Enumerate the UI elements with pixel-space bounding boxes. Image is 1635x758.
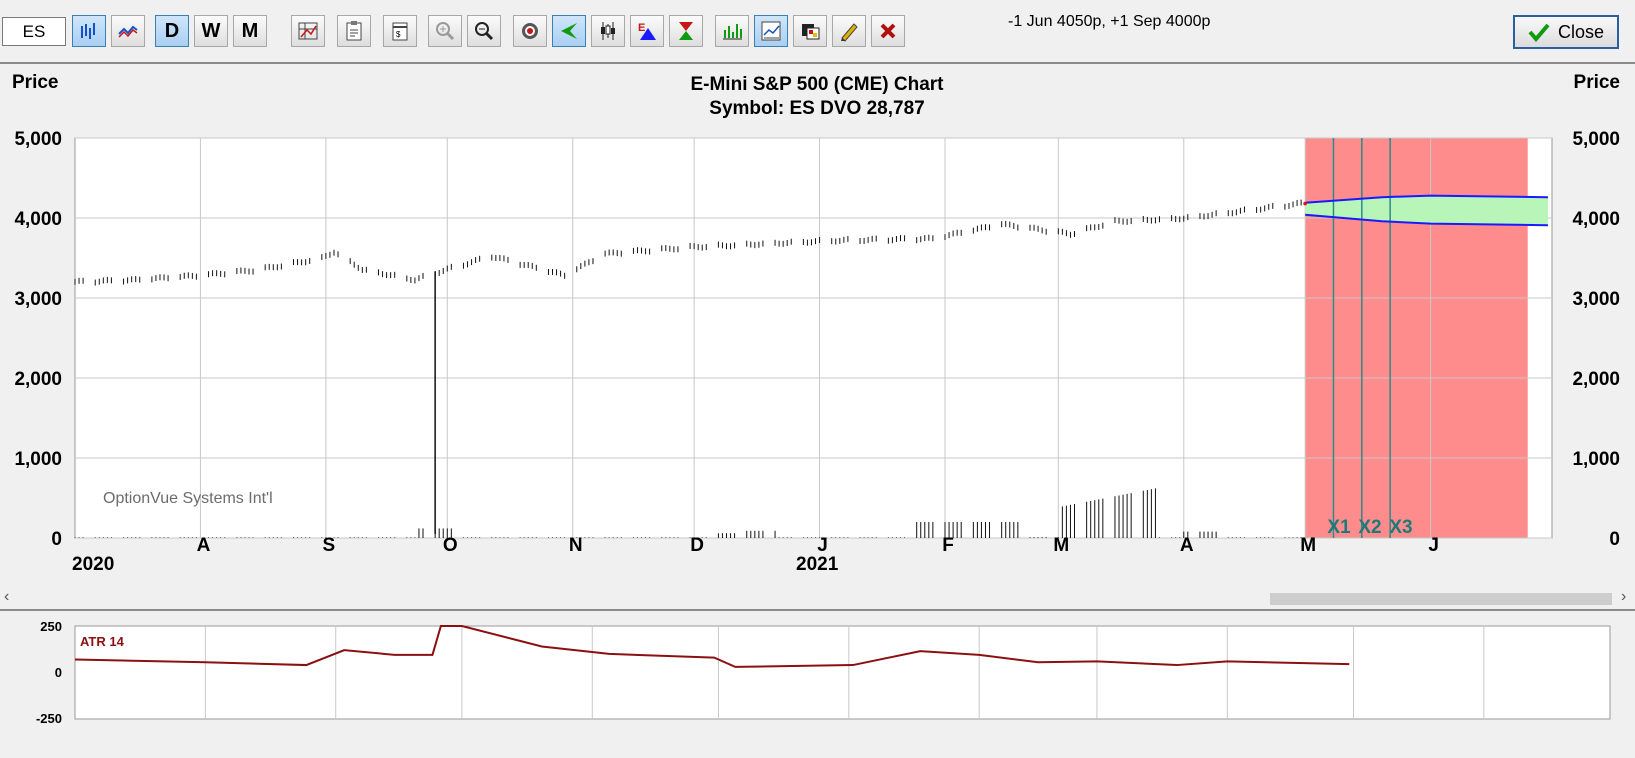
last-price-dot bbox=[1303, 201, 1307, 206]
weekly-button[interactable]: W bbox=[194, 15, 228, 47]
left-axis-label: Price bbox=[12, 72, 58, 93]
earnings-button[interactable]: E bbox=[630, 15, 664, 47]
scroll-thumb[interactable] bbox=[1270, 593, 1612, 605]
bar-chart-icon bbox=[81, 23, 95, 39]
atr-chart: ATR 14 250 0 -250 bbox=[36, 619, 1611, 724]
candlestick-button[interactable] bbox=[591, 15, 625, 47]
atr-series-layer bbox=[74, 625, 1485, 719]
symbol-input[interactable] bbox=[2, 17, 66, 46]
upper-band-line bbox=[1305, 194, 1548, 204]
price-chart: E-Mini S&P 500 (CME) Chart Symbol: ES DV… bbox=[12, 72, 1620, 575]
table-chart-icon bbox=[298, 22, 318, 40]
x-tick-label: M bbox=[1053, 535, 1069, 556]
zoom-out-button[interactable] bbox=[467, 15, 501, 47]
close-button[interactable]: Close bbox=[1513, 15, 1619, 49]
pane-divider[interactable] bbox=[0, 609, 1635, 611]
zoom-out-icon bbox=[475, 22, 494, 41]
atr-plot-area[interactable] bbox=[74, 625, 1611, 720]
hourglass-icon bbox=[679, 22, 693, 40]
zoom-in-button[interactable] bbox=[428, 15, 462, 47]
clipboard-button[interactable] bbox=[337, 15, 371, 47]
green-arrow-icon bbox=[561, 23, 577, 39]
chart-scrollbar[interactable]: ‹ › bbox=[0, 587, 1635, 609]
color-settings-button[interactable] bbox=[793, 15, 827, 47]
watermark-text: OptionVue Systems Int'l bbox=[103, 490, 273, 507]
expiration-marker-x3[interactable]: X3 bbox=[1389, 517, 1412, 538]
price-series-layer: 5,000 5,000 4,000 4,000 3,000 3,000 2,000 2,000… bbox=[14, 129, 1620, 556]
y-tick-label-left: 0 bbox=[51, 529, 62, 550]
earnings-icon: E bbox=[638, 22, 656, 40]
indicator-button[interactable] bbox=[754, 15, 788, 47]
draw-button[interactable] bbox=[832, 15, 866, 47]
y-tick-label-left: 4,000 bbox=[14, 209, 62, 230]
volume-bars-icon bbox=[723, 24, 742, 40]
y-tick-label-right: 5,000 bbox=[1572, 129, 1620, 150]
chart-title: E-Mini S&P 500 (CME) Chart bbox=[690, 74, 944, 95]
x-tick-label: A bbox=[197, 535, 211, 556]
line-chart-icon bbox=[118, 25, 138, 38]
clipboard-icon bbox=[346, 21, 362, 41]
y-tick-label-left: 2,000 bbox=[14, 369, 62, 390]
y-tick-label-left: 3,000 bbox=[14, 289, 62, 310]
candlestick-icon bbox=[601, 22, 615, 40]
scroll-right-icon[interactable]: › bbox=[1621, 588, 1627, 605]
close-x-icon bbox=[880, 23, 896, 39]
x-tick-label: J bbox=[817, 535, 828, 556]
expiration-marker-x2[interactable]: X2 bbox=[1358, 517, 1381, 538]
atr-tick-bottom: -250 bbox=[36, 711, 62, 724]
indicator-chart-icon bbox=[761, 21, 781, 41]
svg-text:E: E bbox=[638, 22, 645, 34]
x-tick-label: N bbox=[569, 535, 583, 556]
atr-label: ATR 14 bbox=[80, 634, 125, 649]
atr-tick-top: 250 bbox=[40, 619, 62, 634]
y-tick-label-right: 4,000 bbox=[1572, 209, 1620, 230]
profit-zone bbox=[1305, 195, 1548, 226]
x-tick-label: M bbox=[1300, 535, 1316, 556]
dividend-button[interactable] bbox=[669, 15, 703, 47]
checkmark-icon bbox=[1528, 23, 1550, 42]
bar-chart-button[interactable] bbox=[72, 15, 106, 47]
zoom-in-icon bbox=[436, 22, 455, 41]
x-tick-label: D bbox=[690, 535, 704, 556]
scroll-left-icon[interactable]: ‹ bbox=[4, 588, 10, 605]
y-tick-label-right: 2,000 bbox=[1572, 369, 1620, 390]
position-legs-text: -1 Jun 4050p, +1 Sep 4000p bbox=[1008, 13, 1211, 30]
x-tick-label: F bbox=[942, 535, 954, 556]
atr-tick-zero: 0 bbox=[55, 665, 62, 680]
calendar-icon: $ bbox=[392, 22, 408, 41]
lower-band-line bbox=[1305, 213, 1548, 227]
monthly-button[interactable]: M bbox=[233, 15, 267, 47]
y-tick-label-right: 1,000 bbox=[1572, 449, 1620, 470]
y-tick-label-right: 0 bbox=[1609, 529, 1620, 550]
x-tick-label: O bbox=[443, 535, 458, 556]
atr-line bbox=[74, 625, 1350, 668]
volume-bars-button[interactable] bbox=[715, 15, 749, 47]
line-chart-button[interactable] bbox=[111, 15, 145, 47]
delete-button[interactable] bbox=[871, 15, 905, 47]
year-label-2021: 2021 bbox=[796, 554, 839, 575]
chart-subtitle: Symbol: ES DVO 28,787 bbox=[709, 98, 924, 119]
calendar-button[interactable]: $ bbox=[383, 15, 417, 47]
x-tick-label: S bbox=[323, 535, 336, 556]
toolbar: D W M $ E -1 Jun 4050p, +1 bbox=[0, 0, 1635, 64]
year-label-2020: 2020 bbox=[72, 554, 114, 575]
y-tick-label-left: 5,000 bbox=[14, 129, 62, 150]
svg-text:$: $ bbox=[396, 30, 401, 39]
price-table-button[interactable] bbox=[291, 15, 325, 47]
close-button-label: Close bbox=[1557, 21, 1605, 42]
expiration-marker-x1[interactable]: X1 bbox=[1327, 517, 1351, 538]
y-tick-label-left: 1,000 bbox=[14, 449, 62, 470]
daily-button[interactable]: D bbox=[155, 15, 189, 47]
right-axis-label: Price bbox=[1574, 72, 1620, 93]
target-icon bbox=[522, 23, 538, 39]
green-arrow-button[interactable] bbox=[552, 15, 586, 47]
pencil-icon bbox=[841, 23, 858, 42]
target-button[interactable] bbox=[513, 15, 547, 47]
x-tick-label: J bbox=[1428, 535, 1439, 556]
palette-icon bbox=[802, 24, 820, 40]
y-tick-label-right: 3,000 bbox=[1572, 289, 1620, 310]
x-tick-label: A bbox=[1180, 535, 1194, 556]
